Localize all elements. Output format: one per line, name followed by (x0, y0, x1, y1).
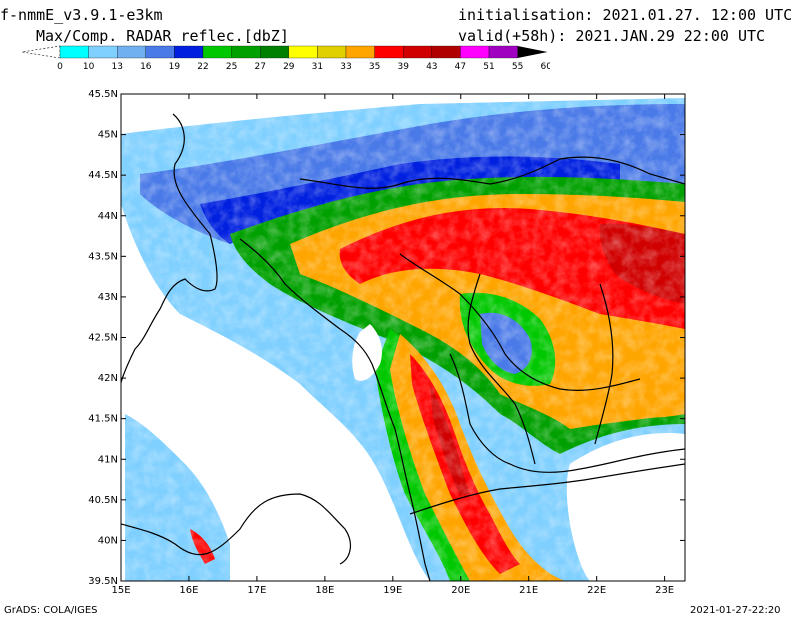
colorbar-label: 29 (283, 62, 295, 72)
colorbar-segment (460, 45, 490, 59)
lat-label: 44.5N (88, 170, 118, 181)
coastline-italy-heel (121, 493, 352, 565)
lat-label: 41.5N (88, 414, 118, 425)
lon-label: 20E (451, 585, 470, 596)
border-greece (409, 463, 685, 515)
colorbar-segment (374, 45, 404, 59)
colorbar-label: 55 (512, 62, 523, 72)
border-north (299, 156, 685, 189)
colorbar-label: 43 (426, 62, 437, 72)
grads-credit: GrADS: COLA/IGES (4, 605, 98, 616)
lon-label: 15E (111, 585, 130, 596)
radar-map: 15E 16E 17E 18E 19E 20E 21E 22E 23E 45.5N 45N 44.5N… (88, 89, 686, 596)
lon-label: 18E (315, 585, 334, 596)
map-axes: 15E 16E 17E 18E 19E 20E 21E 22E 23E 45.5N 45N 44.5N… (88, 89, 685, 596)
border-central (399, 253, 641, 391)
lat-label: 42.5N (88, 333, 118, 344)
colorbar-segment (431, 45, 461, 59)
coastlines-borders (121, 113, 685, 581)
lat-label: 43N (98, 292, 118, 303)
colorbar-label: 31 (312, 62, 323, 72)
colorbar-segment (288, 45, 318, 59)
colorbar-label: 0 (57, 62, 63, 72)
colorbar-segment (345, 45, 375, 59)
lon-label: 23E (655, 585, 674, 596)
colorbar-label: 27 (254, 62, 265, 72)
border-east (594, 283, 614, 445)
lon-label: 21E (519, 585, 538, 596)
coastline-italy (121, 113, 218, 385)
colorbar-segment (202, 45, 232, 59)
initialisation-time: initialisation: 2021.01.27. 12:00 UTC (458, 6, 793, 24)
colorbar-segment (174, 45, 204, 59)
lat-label: 44N (98, 211, 118, 222)
lat-label: 39.5N (88, 576, 118, 587)
lat-label: 42N (98, 373, 118, 384)
lat-label: 45N (98, 130, 118, 141)
reflectivity-field (121, 94, 685, 581)
colorbar-label: 13 (111, 62, 122, 72)
lat-label: 40N (98, 535, 118, 546)
colorbar-segment (260, 45, 289, 59)
colorbar-segment (59, 45, 89, 59)
creation-timestamp: 2021-01-27-22:20 (690, 605, 781, 616)
border-west (467, 273, 536, 465)
colorbar-low-triangle (21, 45, 61, 59)
colorbar-label: 60 (540, 62, 550, 72)
color-legend: 0 10 13 16 19 22 25 27 29 31 33 35 39 43 47 51 55 60 (21, 45, 550, 72)
colorbar-label: 47 (455, 62, 466, 72)
valid-time: valid(+58h): 2021.JAN.29 22:00 UTC (458, 27, 766, 45)
colorbar-segment (231, 45, 261, 59)
lon-label: 22E (587, 585, 606, 596)
colorbar-label: 19 (169, 62, 181, 72)
colorbar-label: 16 (140, 62, 152, 72)
lon-label: 16E (179, 585, 198, 596)
colorbar-label: 22 (197, 62, 208, 72)
coastline-balkans (239, 238, 431, 581)
colorbar-label: 35 (369, 62, 380, 72)
lon-label: 17E (247, 585, 266, 596)
colorbar-segment (317, 45, 347, 59)
colorbar-segment (117, 45, 146, 59)
lat-label: 40.5N (88, 495, 118, 506)
lon-label: 19E (383, 585, 402, 596)
colorbar-label: 39 (397, 62, 409, 72)
field-title: Max/Comp. RADAR reflec.[dbZ] (36, 27, 289, 45)
colorbar-label: 25 (226, 62, 237, 72)
lat-label: 43.5N (88, 251, 118, 262)
lat-label: 45.5N (88, 89, 118, 100)
border-south (449, 353, 685, 473)
colorbar-high-triangle (517, 46, 548, 58)
colorbar-label: 51 (483, 62, 494, 72)
lat-label: 41N (98, 454, 118, 465)
model-name: f-nmmE_v3.9.1-e3km (0, 6, 163, 24)
colorbar-segment (145, 45, 175, 59)
colorbar-segment (88, 45, 118, 59)
colorbar-label: 33 (340, 62, 351, 72)
colorbar-segment (403, 45, 432, 59)
colorbar-segment (488, 45, 518, 59)
colorbar-label: 10 (83, 62, 95, 72)
